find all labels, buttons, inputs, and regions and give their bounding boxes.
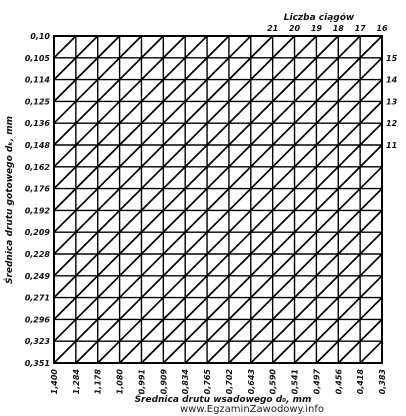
- y-tick-label: 0,10: [30, 32, 50, 41]
- pass-count-line: [315, 296, 383, 364]
- pass-count-line: [53, 35, 186, 168]
- pass-count-line: [162, 144, 383, 364]
- pass-count-line: [53, 35, 361, 342]
- pass-count-line: [53, 35, 274, 255]
- x-tick-label: 0,909: [159, 369, 168, 395]
- x-tick-label: 1,178: [94, 369, 103, 395]
- x-tick-label: 1,080: [116, 369, 125, 395]
- right-tick-label: 11: [386, 141, 397, 150]
- top-tick-label: 19: [311, 24, 323, 33]
- right-tick-label: 12: [386, 119, 398, 128]
- y-tick-label: 0,271: [25, 294, 50, 303]
- pass-count-line: [53, 35, 252, 233]
- pass-count-line: [228, 209, 383, 364]
- x-tick-label: 0,765: [203, 369, 212, 395]
- top-tick-labels: 21 20 19 18 17 16: [267, 24, 388, 33]
- y-tick-label: 0,162: [25, 163, 51, 172]
- x-tick-label: 0,418: [356, 369, 365, 395]
- pass-count-line: [53, 35, 164, 146]
- right-tick-label: 13: [386, 97, 398, 106]
- y-tick-label: 0,296: [25, 315, 51, 324]
- pass-count-line: [53, 35, 339, 321]
- top-tick-label: 18: [333, 24, 345, 33]
- top-tick-label: 21: [267, 24, 278, 33]
- pass-count-line: [272, 253, 383, 364]
- y-tick-label: 0,192: [25, 206, 51, 215]
- diagonal-lines-layer: [53, 35, 383, 364]
- pass-count-line: [250, 231, 383, 364]
- top-axis-title: Liczba ciągów: [284, 12, 355, 23]
- pass-count-line: [359, 340, 383, 364]
- y-tick-label: 0,114: [25, 76, 51, 85]
- pass-count-line: [53, 35, 121, 103]
- x-tick-label: 0,590: [269, 369, 278, 395]
- pass-count-line: [53, 35, 208, 190]
- y-tick-label: 0,228: [25, 250, 51, 259]
- pass-count-line: [53, 35, 296, 277]
- pass-count-line: [293, 275, 383, 364]
- x-tick-label: 0,456: [334, 369, 343, 395]
- y-tick-label: 0,136: [25, 119, 51, 128]
- pass-count-line: [53, 35, 99, 81]
- top-tick-label: 16: [376, 24, 388, 33]
- pass-count-line: [206, 187, 383, 364]
- y-tick-label: 0,125: [25, 97, 51, 106]
- grid-layer: [53, 35, 383, 364]
- x-tick-label: 0,991: [137, 369, 146, 394]
- y-tick-label: 0,351: [25, 359, 50, 368]
- y-tick-label: 0,249: [25, 272, 51, 281]
- pass-count-line: [118, 100, 383, 364]
- x-tick-label: 0,383: [378, 369, 387, 395]
- y-tick-label: 0,176: [25, 185, 51, 194]
- pass-count-line: [53, 35, 143, 124]
- watermark: www.EgzaminZawodowy.info: [180, 404, 324, 415]
- pass-count-line: [337, 318, 383, 364]
- top-tick-label: 20: [289, 24, 301, 33]
- pass-count-line: [53, 35, 318, 299]
- x-tick-label: 0,541: [291, 369, 300, 394]
- pass-count-line: [53, 35, 77, 59]
- x-tick-label: 0,497: [312, 369, 321, 395]
- pass-count-line: [184, 166, 383, 364]
- y-tick-label: 0,148: [25, 141, 51, 150]
- x-axis-title: Średnica drutu wsadowego d₀, mm: [135, 393, 312, 405]
- x-tick-label: 0,834: [181, 369, 190, 395]
- y-tick-label: 0,209: [25, 228, 51, 237]
- y-tick-label: 0,105: [25, 54, 51, 63]
- pass-count-line: [97, 78, 383, 364]
- right-tick-label: 14: [386, 76, 398, 85]
- pass-count-line: [53, 35, 230, 212]
- x-tick-label: 0,702: [225, 369, 234, 395]
- right-tick-label: 15: [386, 54, 398, 63]
- x-tick-label: 0,643: [247, 369, 256, 395]
- y-tick-label: 0,323: [25, 337, 51, 346]
- right-tick-labels: 15 14 13 12 11: [386, 54, 398, 150]
- y-tick-labels: 0,10 0,105 0,114 0,125 0,136 0,148 0,162 0,176 0…: [25, 32, 51, 368]
- x-tick-labels: 1,400 1,284 1,178 1,080 0,991 0,909 0,834 0,765…: [50, 369, 387, 395]
- x-tick-label: 1,284: [72, 369, 81, 395]
- plot-frame: [53, 35, 383, 364]
- top-tick-label: 17: [355, 24, 367, 33]
- y-axis-title: Średnica drutu gotowego dₖ, mm: [3, 116, 15, 284]
- pass-count-line: [140, 122, 383, 364]
- x-tick-label: 1,400: [50, 369, 59, 395]
- pass-count-line: [75, 57, 383, 364]
- pass-count-line: [53, 35, 383, 364]
